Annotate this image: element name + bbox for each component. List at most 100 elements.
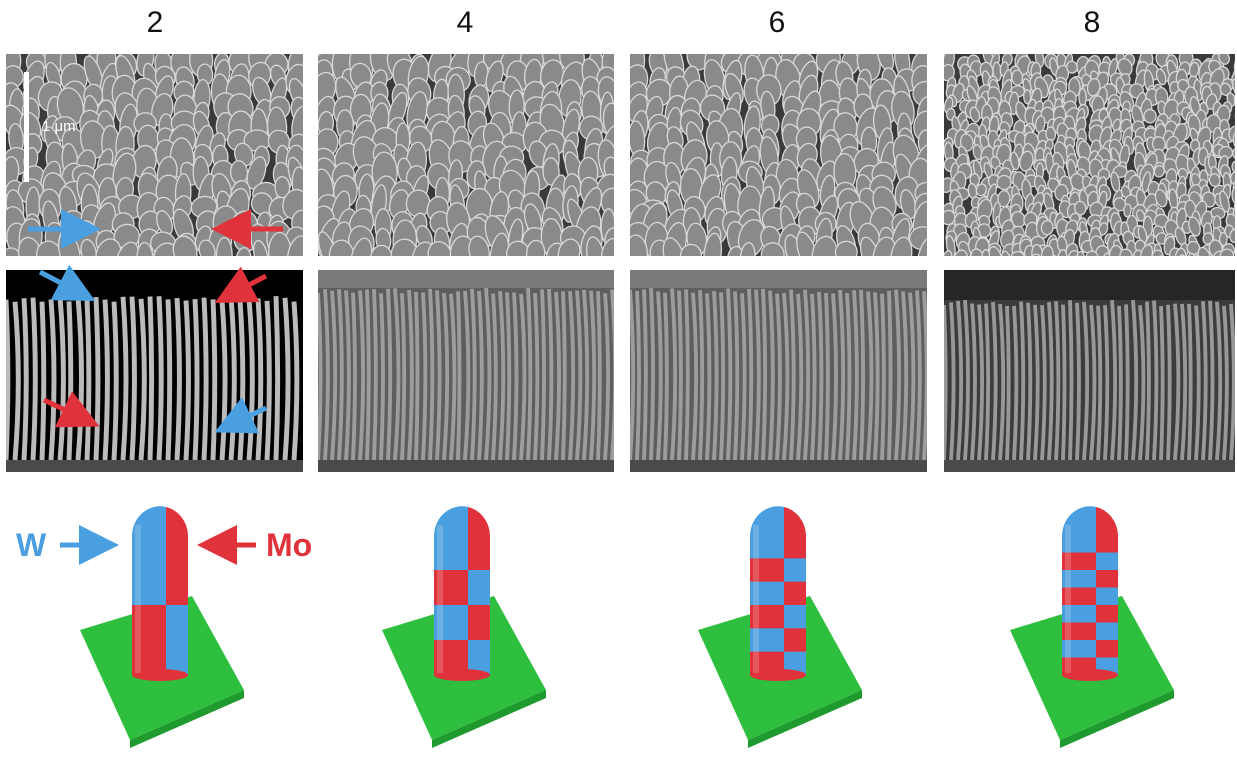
column-streak — [323, 289, 330, 461]
grain — [997, 189, 1011, 208]
grain — [1075, 250, 1086, 256]
grain — [1098, 222, 1109, 236]
column-base — [750, 669, 806, 681]
nanocolumn-model-2 — [80, 506, 244, 748]
sem-top-view-8 — [944, 54, 1235, 256]
column-streak — [887, 290, 893, 461]
grain — [1231, 186, 1235, 204]
sem-texture-8 — [944, 54, 1235, 256]
grain — [916, 237, 927, 256]
column-cap-w — [132, 506, 166, 535]
column-segment — [166, 605, 188, 676]
grain — [1085, 250, 1099, 256]
grain — [703, 232, 723, 256]
column-segment — [434, 535, 468, 571]
column-streak — [873, 292, 880, 461]
column-streak — [318, 292, 323, 461]
column-streak — [477, 290, 484, 461]
column-streak — [1019, 301, 1026, 461]
column-segment — [434, 570, 468, 606]
column-streak — [1187, 303, 1193, 461]
grain — [952, 249, 969, 256]
column-streak — [1082, 301, 1090, 461]
column-streak — [1103, 305, 1110, 461]
column-streak — [649, 287, 655, 461]
column-segment — [166, 535, 188, 606]
grain — [1019, 150, 1034, 172]
column-streak — [484, 287, 492, 461]
column-streak — [726, 288, 733, 461]
film-top-surface — [318, 270, 614, 288]
grain — [1178, 254, 1191, 256]
column-streak — [1110, 300, 1118, 461]
column-streak — [533, 293, 540, 461]
column-segment — [784, 605, 806, 629]
column-streak — [210, 299, 218, 461]
column-streak — [470, 288, 477, 461]
column-streak — [1215, 301, 1223, 461]
column-highlight — [437, 525, 443, 673]
grain — [630, 234, 649, 256]
column-streak — [1096, 305, 1103, 461]
column-streak — [1166, 304, 1172, 461]
column-streak — [39, 301, 47, 461]
grain — [1202, 232, 1214, 245]
column-segment — [434, 605, 468, 641]
column-streak — [201, 297, 209, 461]
column-streak — [57, 296, 66, 461]
column-segment — [750, 628, 784, 653]
column-streak — [1005, 305, 1011, 461]
grain — [726, 245, 745, 256]
grain — [1066, 60, 1078, 74]
column-streak — [463, 290, 471, 461]
grain — [136, 241, 154, 256]
column-streak — [603, 293, 610, 461]
column-streak — [768, 290, 775, 461]
column-segment — [1062, 570, 1096, 588]
grain — [369, 244, 394, 256]
column-segment — [750, 605, 784, 629]
column-segment — [784, 558, 806, 583]
column-streak — [414, 292, 420, 461]
sem-texture-2 — [6, 54, 303, 256]
column-segment — [468, 570, 490, 606]
sem-top-view-2 — [6, 54, 303, 256]
column-streak — [754, 289, 761, 461]
sem-cross-section-6 — [630, 270, 927, 472]
column-streak — [831, 293, 838, 461]
column-streak — [810, 293, 817, 461]
grain — [286, 235, 303, 256]
film-top-surface — [944, 270, 1235, 300]
column-cap-w — [434, 506, 468, 535]
grain — [1188, 216, 1201, 237]
column-streak — [138, 298, 147, 461]
column-streak — [747, 288, 754, 461]
column-streak — [1068, 300, 1074, 461]
column-streak — [944, 304, 948, 461]
column-streak — [102, 299, 110, 461]
column-highlight — [135, 525, 141, 673]
column-streak — [1131, 299, 1139, 461]
column-streak — [866, 291, 874, 461]
column-streak — [449, 293, 457, 461]
mo-label: Mo — [266, 527, 313, 563]
column-segment — [1096, 552, 1118, 571]
sem-cross-section-8 — [944, 270, 1235, 472]
column-segment — [750, 558, 784, 583]
column-streak — [761, 288, 768, 461]
column-segment — [1062, 552, 1096, 571]
column-streak — [635, 290, 641, 461]
grain — [1233, 89, 1235, 108]
column-streak — [393, 288, 401, 461]
column-streak — [526, 287, 533, 461]
column-streak — [1152, 300, 1159, 461]
column-streak — [386, 288, 393, 461]
column-streak — [922, 291, 927, 461]
grain — [975, 183, 987, 197]
column-streak — [824, 293, 830, 461]
column-streak — [789, 289, 796, 461]
column-segment — [1096, 605, 1118, 623]
column-streak — [1201, 301, 1208, 461]
column-streak — [949, 302, 956, 461]
column-streak — [165, 299, 173, 461]
